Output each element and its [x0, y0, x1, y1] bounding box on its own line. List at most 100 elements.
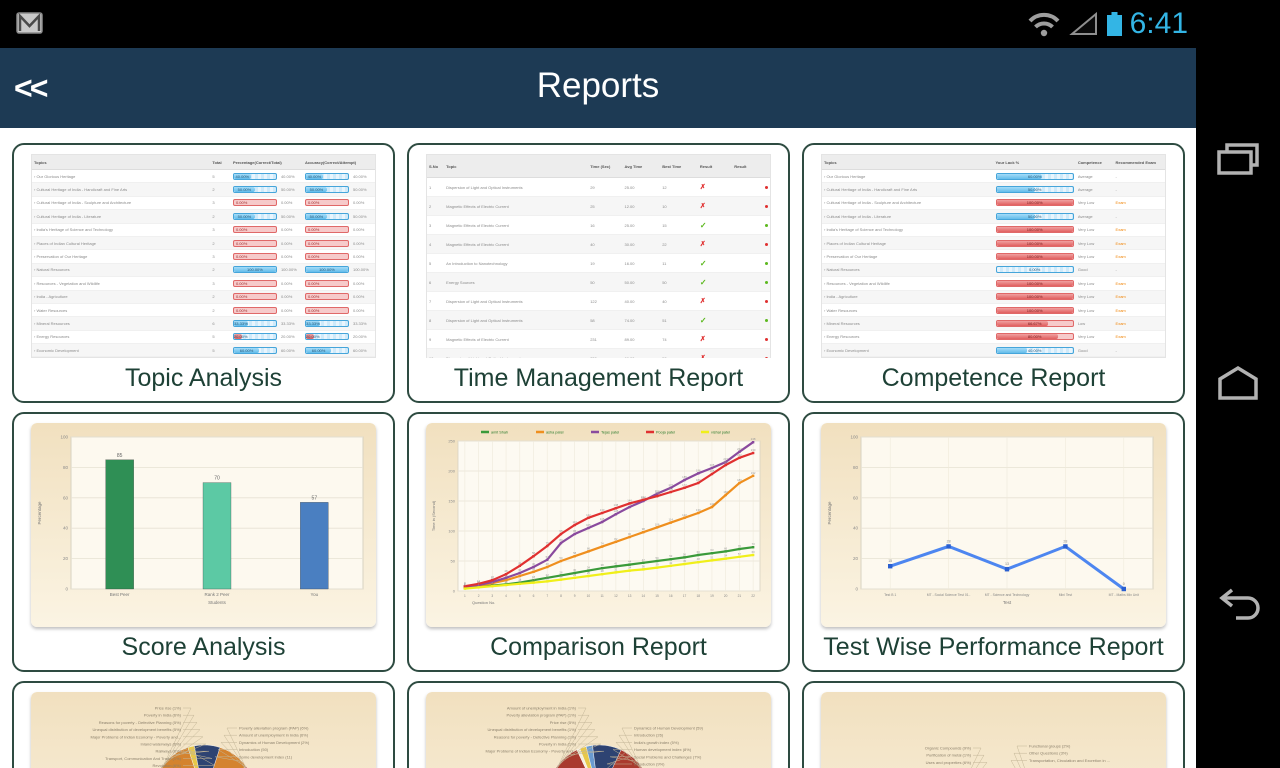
svg-text:Test B 1: Test B 1: [884, 593, 896, 597]
svg-text:15: 15: [888, 559, 892, 563]
svg-text:152: 152: [641, 495, 646, 499]
svg-text:20: 20: [63, 556, 69, 561]
svg-text:Percentage: Percentage: [37, 501, 42, 525]
report-card-topic-analysis[interactable]: Topics Total Percentage(Correct/Total) Accu…: [12, 143, 395, 403]
svg-text:58: 58: [573, 551, 577, 555]
svg-text:14: 14: [642, 594, 646, 598]
svg-text:54: 54: [724, 554, 728, 558]
svg-text:70: 70: [214, 476, 220, 482]
svg-text:210: 210: [723, 460, 728, 464]
svg-text:44: 44: [628, 560, 632, 564]
svg-text:200: 200: [448, 469, 455, 474]
svg-text:Unequal distribution of develo: Unequal distribution of development bene…: [488, 727, 577, 732]
svg-text:25: 25: [587, 571, 591, 575]
svg-text:Unequal distribution of develo: Unequal distribution of development bene…: [93, 727, 182, 732]
svg-text:Revolution (6%): Revolution (6%): [153, 763, 182, 768]
back-icon[interactable]: [1214, 585, 1262, 625]
report-card-comparison-report[interactable]: 0 50 100 150 200 250 1 2 3 4 5 6 7 8 9 10 11 12 13 14 15 16 17…: [407, 412, 790, 672]
home-icon[interactable]: [1215, 362, 1261, 402]
svg-text:66: 66: [724, 546, 728, 550]
svg-text:Introduction (26): Introduction (26): [634, 733, 664, 738]
svg-text:57: 57: [312, 495, 318, 501]
report-card-time-management-report[interactable]: S.No Topic Time (Sec) Avg Time Best Time Resu…: [407, 143, 790, 403]
svg-text:Major Problems of Indian Econo: Major Problems of Indian Economy - Pover…: [486, 749, 576, 754]
svg-text:16: 16: [669, 594, 673, 598]
reports-grid[interactable]: Topics Total Percentage(Correct/Total) Accu…: [0, 128, 1196, 768]
svg-text:Mini Test: Mini Test: [1059, 593, 1072, 597]
svg-text:8: 8: [464, 581, 466, 585]
svg-text:158: 158: [655, 491, 660, 495]
svg-text:222: 222: [737, 453, 742, 457]
svg-text:47: 47: [642, 558, 646, 562]
svg-text:114: 114: [669, 518, 674, 522]
svg-text:1: 1: [464, 594, 466, 598]
svg-text:180: 180: [696, 478, 701, 482]
svg-text:Test: Test: [1003, 600, 1012, 605]
svg-text:India's growth index (5%): India's growth index (5%): [634, 740, 679, 745]
svg-text:Price rise (1%): Price rise (1%): [155, 706, 182, 711]
report-thumbnail: Topics Your Lack % Competence Recommended E…: [821, 154, 1166, 358]
report-card-score-analysis[interactable]: 0 20 40 60 80 100 85 Best Peer 70 Rank 2 Peer 57 Yo…: [12, 412, 395, 672]
svg-text:Transportation, Circulation an: Transportation, Circulation and Excretio…: [1029, 758, 1110, 763]
svg-text:196: 196: [696, 468, 701, 472]
svg-text:56: 56: [683, 552, 687, 556]
wifi-icon: [1028, 12, 1060, 37]
svg-text:2: 2: [478, 594, 480, 598]
svg-text:Tejas patel: Tejas patel: [601, 431, 619, 435]
report-thumbnail: 0 20 40 60 80 100 Test B 1 MT - Social Science …: [821, 423, 1166, 627]
header-back-button[interactable]: <<: [14, 70, 48, 106]
svg-text:12: 12: [518, 579, 522, 583]
svg-text:Pooja patel: Pooja patel: [656, 431, 675, 435]
svg-text:115: 115: [600, 517, 605, 521]
recent-apps-icon[interactable]: [1215, 140, 1261, 180]
svg-text:13: 13: [1005, 562, 1009, 566]
svg-text:100: 100: [60, 435, 68, 440]
svg-text:0: 0: [65, 587, 68, 592]
svg-text:40: 40: [63, 526, 69, 531]
clock-text: 6:41: [1129, 7, 1188, 40]
svg-text:52: 52: [546, 555, 550, 559]
svg-text:180: 180: [737, 478, 742, 482]
svg-text:Major Problems of Indian Econo: Major Problems of Indian Economy - Pover…: [91, 734, 181, 739]
svg-text:185: 185: [682, 475, 687, 479]
svg-text:230: 230: [751, 448, 756, 452]
svg-text:MT - Science and Technology: MT - Science and Technology: [985, 593, 1030, 597]
svg-text:Purification of metal (1%): Purification of metal (1%): [926, 753, 971, 758]
svg-text:128: 128: [614, 509, 619, 513]
report-thumbnail: Amount of unemployment in India (1%) Pove…: [426, 692, 771, 768]
svg-text:You: You: [311, 592, 319, 597]
svg-text:asha patel: asha patel: [546, 431, 564, 435]
svg-text:58: 58: [532, 551, 536, 555]
report-card-pie-6[interactable]: Price rise (1%) Poverty in India (6%) Reas…: [12, 681, 395, 768]
svg-text:17: 17: [683, 594, 687, 598]
svg-text:195: 195: [710, 469, 715, 473]
svg-text:45: 45: [683, 559, 687, 563]
report-card-test-wise-performance-report[interactable]: 0 20 40 60 80 100 Test B 1 MT - Social Science …: [802, 412, 1185, 672]
svg-text:Question No.: Question No.: [472, 600, 495, 605]
app-header: << Reports: [0, 48, 1196, 128]
svg-text:70: 70: [738, 544, 742, 548]
report-card-pie-7[interactable]: Amount of unemployment in India (1%) Pove…: [407, 681, 790, 768]
svg-text:30: 30: [518, 568, 522, 572]
svg-text:98: 98: [642, 527, 646, 531]
svg-text:9: 9: [478, 581, 480, 585]
report-card-competence-report[interactable]: Topics Your Lack % Competence Recommended E…: [802, 143, 1185, 403]
svg-text:19: 19: [559, 575, 563, 579]
report-thumbnail: Price rise (1%) Poverty in India (6%) Reas…: [31, 692, 376, 768]
svg-text:6: 6: [533, 594, 535, 598]
svg-text:106: 106: [655, 522, 660, 526]
svg-text:80: 80: [853, 465, 859, 470]
report-card-pie-8[interactable]: Organic Compounds (9%) Purification of me…: [802, 681, 1185, 768]
report-thumbnail: 0 50 100 150 200 250 1 2 3 4 5 6 7 8 9 10 11 12 13 14 15 16 17…: [426, 423, 771, 627]
svg-text:Students: Students: [208, 600, 227, 605]
svg-text:22: 22: [751, 594, 755, 598]
svg-text:66: 66: [587, 546, 591, 550]
svg-text:42: 42: [518, 561, 522, 565]
svg-text:60: 60: [853, 495, 859, 500]
svg-text:205: 205: [710, 463, 715, 467]
svg-text:Time in (Second): Time in (Second): [431, 500, 436, 531]
svg-text:9: 9: [574, 594, 576, 598]
report-thumbnail: S.No Topic Time (Sec) Avg Time Best Time Resu…: [426, 154, 771, 358]
svg-text:122: 122: [682, 513, 687, 517]
